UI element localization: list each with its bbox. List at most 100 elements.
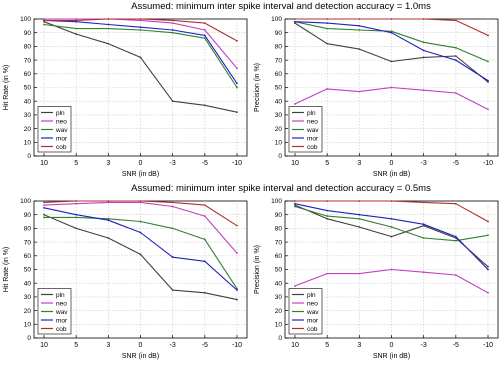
legend-label-mor: mor [56, 317, 68, 324]
data-point-mor [75, 213, 78, 216]
data-point-cob [43, 19, 45, 22]
x-tick-label: -5 [202, 342, 208, 349]
data-point-neo [422, 89, 425, 92]
x-axis-label: SNR (in dB) [122, 353, 159, 360]
data-point-cob [454, 202, 457, 205]
figure-title-top: Assumed: minimum inter spike interval an… [131, 1, 431, 12]
data-point-neo [358, 272, 361, 275]
data-point-pln [75, 227, 78, 230]
data-point-pln [203, 104, 206, 107]
x-tick-label: 0 [139, 342, 143, 349]
y-tick-label: 10 [275, 140, 283, 147]
data-point-mor [326, 22, 329, 25]
data-point-mor [139, 231, 142, 234]
data-point-wav [294, 205, 296, 208]
y-tick-label: 30 [24, 112, 32, 119]
data-point-neo [422, 271, 425, 274]
data-point-cob [422, 18, 425, 20]
x-tick-label: 3 [106, 160, 110, 167]
data-point-mor [43, 206, 45, 209]
data-point-pln [422, 224, 425, 227]
y-tick-label: 30 [275, 294, 283, 301]
data-point-neo [139, 19, 142, 22]
legend-label-wav: wav [55, 309, 68, 316]
data-point-mor [75, 20, 78, 23]
y-tick-label: 40 [275, 280, 283, 287]
data-point-wav [454, 46, 457, 49]
data-point-pln [487, 81, 489, 83]
data-point-wav [171, 227, 174, 230]
x-tick-label: -10 [232, 342, 242, 349]
data-point-wav [422, 41, 425, 44]
data-point-neo [75, 18, 78, 20]
data-point-mor [422, 49, 425, 52]
data-point-wav [75, 216, 78, 219]
data-point-neo [203, 215, 206, 217]
data-point-mor [454, 235, 457, 238]
data-point-cob [454, 19, 457, 22]
data-point-mor [422, 223, 425, 226]
y-tick-label: 60 [24, 253, 32, 260]
x-tick-label: -3 [170, 160, 176, 167]
x-tick-label: 10 [291, 160, 299, 167]
data-point-wav [326, 215, 329, 217]
legend-label-pln: pln [307, 110, 316, 117]
y-tick-label: 0 [278, 153, 282, 160]
data-point-wav [139, 29, 142, 31]
data-point-neo [236, 67, 238, 70]
legend-label-mor: mor [307, 135, 319, 142]
data-point-neo [326, 87, 329, 90]
data-point-mor [390, 217, 393, 220]
data-point-neo [75, 202, 78, 205]
data-point-cob [487, 34, 489, 37]
data-point-neo [171, 205, 174, 208]
data-point-mor [358, 213, 361, 216]
legend-label-neo: neo [307, 300, 318, 307]
data-point-pln [236, 298, 238, 301]
data-point-neo [454, 274, 457, 276]
y-tick-label: 80 [275, 44, 283, 51]
y-tick-label: 40 [275, 98, 283, 105]
data-point-cob [171, 201, 174, 204]
data-point-mor [203, 260, 206, 263]
y-tick-label: 60 [275, 253, 283, 260]
data-point-neo [358, 90, 361, 93]
data-point-pln [107, 42, 110, 45]
y-tick-label: 30 [275, 112, 283, 119]
y-axis-label: Hit Rate (in %) [3, 247, 10, 293]
data-point-wav [203, 37, 206, 40]
x-tick-label: 3 [357, 342, 361, 349]
y-tick-label: 80 [24, 226, 32, 233]
x-tick-label: 0 [139, 160, 143, 167]
data-point-wav [139, 220, 142, 223]
x-axis-label: SNR (in dB) [122, 171, 159, 178]
x-tick-label: -5 [202, 160, 208, 167]
legend-label-wav: wav [306, 127, 319, 134]
y-tick-label: 90 [24, 212, 32, 219]
data-point-pln [422, 56, 425, 59]
data-point-pln [294, 204, 296, 207]
data-point-neo [43, 18, 45, 20]
data-point-neo [487, 108, 489, 111]
y-tick-label: 20 [275, 308, 283, 315]
data-point-neo [203, 29, 206, 31]
data-point-cob [358, 200, 361, 202]
x-tick-label: 5 [74, 342, 78, 349]
data-point-pln [43, 20, 45, 23]
data-point-cob [422, 201, 425, 204]
data-point-neo [454, 92, 457, 94]
data-point-neo [107, 201, 110, 204]
legend-label-neo: neo [307, 118, 318, 125]
y-tick-label: 100 [20, 198, 31, 205]
y-tick-label: 80 [275, 226, 283, 233]
y-tick-label: 40 [24, 280, 32, 287]
y-tick-label: 20 [275, 126, 283, 133]
y-tick-label: 100 [271, 198, 282, 205]
data-point-cob [203, 22, 206, 25]
data-point-mor [139, 26, 142, 29]
data-point-cob [236, 40, 238, 42]
x-tick-label: -5 [453, 160, 459, 167]
legend-label-pln: pln [56, 292, 65, 299]
y-tick-label: 40 [24, 98, 32, 105]
